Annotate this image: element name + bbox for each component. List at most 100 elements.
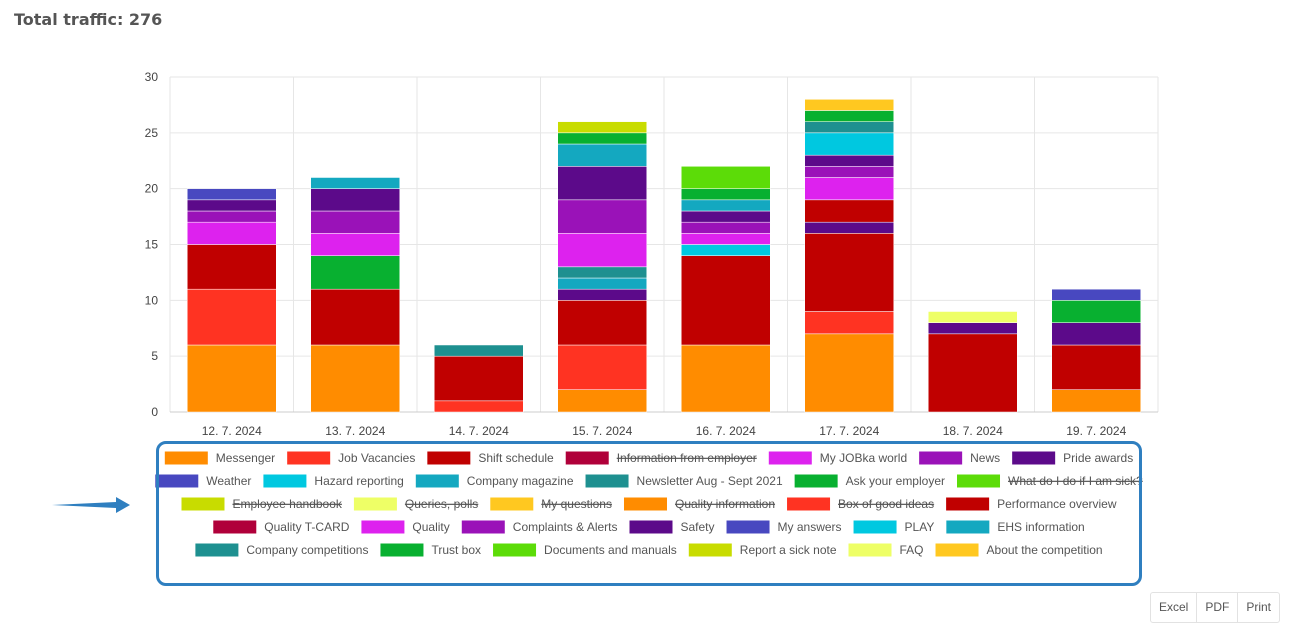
legend-item[interactable]: FAQ bbox=[848, 543, 924, 557]
bar-segment[interactable] bbox=[434, 344, 524, 357]
bar-segment[interactable] bbox=[434, 400, 524, 413]
legend-item[interactable]: My answers bbox=[726, 520, 842, 534]
legend-item[interactable]: My JOBka world bbox=[768, 451, 907, 465]
bar-segment[interactable] bbox=[804, 166, 894, 178]
bar-segment[interactable] bbox=[928, 333, 1018, 413]
legend-item[interactable]: Queries, polls bbox=[353, 497, 478, 511]
legend-swatch bbox=[415, 474, 459, 488]
bar-segment[interactable] bbox=[928, 322, 1018, 335]
bar-segment[interactable] bbox=[1051, 344, 1141, 390]
legend-item[interactable]: About the competition bbox=[935, 543, 1103, 557]
bar-segment[interactable] bbox=[310, 188, 400, 212]
export-excel-button[interactable]: Excel bbox=[1159, 600, 1189, 614]
bar-segment[interactable] bbox=[557, 166, 647, 201]
bar-segment[interactable] bbox=[187, 221, 277, 245]
bar-segment[interactable] bbox=[681, 221, 771, 234]
legend-item[interactable]: Pride awards bbox=[1012, 451, 1133, 465]
legend-item[interactable]: Quality information bbox=[623, 497, 775, 511]
bar-segment[interactable] bbox=[804, 233, 894, 312]
bar-segment[interactable] bbox=[804, 99, 894, 111]
bar-segment[interactable] bbox=[681, 344, 771, 413]
bar-segment[interactable] bbox=[804, 333, 894, 413]
legend-item[interactable]: Job Vacancies bbox=[287, 451, 415, 465]
bar-segment[interactable] bbox=[804, 221, 894, 234]
bar-segment[interactable] bbox=[187, 244, 277, 290]
bar-segment[interactable] bbox=[434, 355, 524, 402]
legend-item[interactable]: Documents and manuals bbox=[493, 543, 677, 557]
legend-item[interactable]: Employee handbook bbox=[181, 497, 343, 511]
legend-item[interactable]: Company magazine bbox=[415, 474, 574, 488]
legend-item[interactable]: Quality T-CARD bbox=[213, 520, 350, 534]
legend-item[interactable]: PLAY bbox=[853, 520, 935, 534]
legend-item[interactable]: Complaints & Alerts bbox=[461, 520, 618, 534]
bar-segment[interactable] bbox=[681, 244, 771, 256]
bar-segment[interactable] bbox=[681, 255, 771, 346]
bar-segment[interactable] bbox=[310, 288, 400, 346]
legend-item[interactable]: Performance overview bbox=[946, 497, 1117, 511]
print-button[interactable]: Print bbox=[1237, 593, 1279, 622]
bar-segment[interactable] bbox=[187, 288, 277, 346]
bar-segment[interactable] bbox=[681, 199, 771, 212]
legend-item[interactable]: Report a sick note bbox=[688, 543, 837, 557]
legend-label: Safety bbox=[681, 520, 715, 534]
bar-segment[interactable] bbox=[928, 311, 1018, 323]
legend-label: Employee handbook bbox=[232, 497, 342, 511]
bar-segment[interactable] bbox=[804, 110, 894, 122]
legend-item[interactable]: What do I do if I am sick? bbox=[957, 474, 1143, 488]
bar-segment[interactable] bbox=[557, 266, 647, 279]
bar-segment[interactable] bbox=[557, 344, 647, 390]
bar-segment[interactable] bbox=[804, 177, 894, 201]
bar-segment[interactable] bbox=[557, 121, 647, 134]
bar-segment[interactable] bbox=[1051, 288, 1141, 301]
bar-segment[interactable] bbox=[804, 199, 894, 223]
legend-item[interactable]: Messenger bbox=[164, 451, 275, 465]
legend-item[interactable]: Box of good ideas bbox=[787, 497, 934, 511]
bar-segment[interactable] bbox=[187, 188, 277, 201]
bar-segment[interactable] bbox=[681, 166, 771, 189]
legend-label: FAQ bbox=[900, 543, 924, 557]
legend-item[interactable]: EHS information bbox=[946, 520, 1085, 534]
bar-segment[interactable] bbox=[681, 188, 771, 201]
bar-segment[interactable] bbox=[187, 199, 277, 212]
bar-segment[interactable] bbox=[557, 132, 647, 145]
legend-item[interactable]: My questions bbox=[490, 497, 612, 511]
bar-segment[interactable] bbox=[310, 177, 400, 189]
bar-segment[interactable] bbox=[557, 288, 647, 301]
bar-segment[interactable] bbox=[557, 143, 647, 167]
legend-label: My JOBka world bbox=[820, 451, 907, 465]
legend-item[interactable]: Weather bbox=[155, 474, 251, 488]
legend-item[interactable]: Company competitions bbox=[195, 543, 368, 557]
legend-item[interactable]: Quality bbox=[361, 520, 450, 534]
legend-item[interactable]: Hazard reporting bbox=[263, 474, 404, 488]
bar-segment[interactable] bbox=[187, 210, 277, 223]
bar-segment[interactable] bbox=[557, 300, 647, 346]
bar-segment[interactable] bbox=[681, 210, 771, 223]
bar-segment[interactable] bbox=[187, 344, 277, 413]
legend-item[interactable]: Ask your employer bbox=[794, 474, 945, 488]
bar-segment[interactable] bbox=[310, 210, 400, 234]
bar-segment[interactable] bbox=[557, 277, 647, 290]
bar-segment[interactable] bbox=[1051, 389, 1141, 413]
bar-segment[interactable] bbox=[804, 154, 894, 167]
legend-item[interactable]: Information from employer bbox=[565, 451, 757, 465]
legend-item[interactable]: News bbox=[919, 451, 1000, 465]
bar-segment[interactable] bbox=[310, 344, 400, 413]
legend-item[interactable]: Safety bbox=[629, 520, 715, 534]
bar-segment[interactable] bbox=[804, 132, 894, 156]
bar-segment[interactable] bbox=[310, 233, 400, 256]
export-pdf-button[interactable]: PDF bbox=[1196, 593, 1237, 622]
bar-segment[interactable] bbox=[804, 311, 894, 335]
bar-segment[interactable] bbox=[557, 389, 647, 413]
legend-item[interactable]: Newsletter Aug - Sept 2021 bbox=[585, 474, 783, 488]
bar-segment[interactable] bbox=[681, 233, 771, 245]
bar-segment[interactable] bbox=[804, 121, 894, 134]
bar-segment[interactable] bbox=[1051, 300, 1141, 323]
bar-segment[interactable] bbox=[310, 255, 400, 290]
bar-segment[interactable] bbox=[1051, 322, 1141, 346]
bar-segment[interactable] bbox=[557, 199, 647, 234]
legend-item[interactable]: Shift schedule bbox=[427, 451, 554, 465]
legend-swatch bbox=[361, 520, 405, 534]
bar-segment[interactable] bbox=[557, 233, 647, 268]
legend-item[interactable]: Trust box bbox=[380, 543, 481, 557]
